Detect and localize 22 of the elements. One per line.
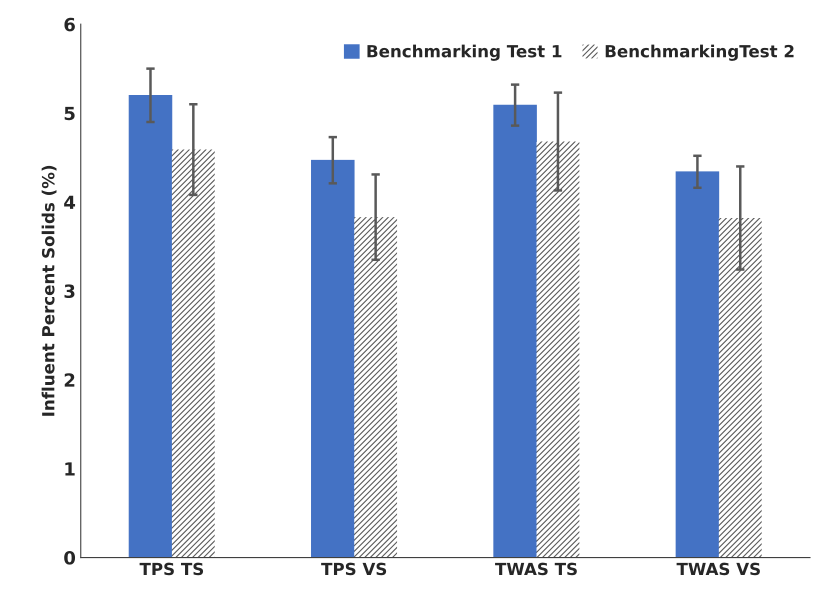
legend-label: BenchmarkingTest 2 bbox=[606, 44, 794, 61]
bar bbox=[354, 217, 398, 558]
y-tick-label: 1 bbox=[65, 462, 75, 476]
y-tick-label: 5 bbox=[64, 106, 75, 120]
x-tick-label: TWAS VS bbox=[676, 562, 760, 576]
bar bbox=[536, 142, 580, 558]
bar bbox=[493, 104, 537, 558]
x-tick-label: TPS TS bbox=[140, 562, 204, 576]
y-tick-label: 6 bbox=[64, 18, 75, 32]
bar bbox=[128, 94, 172, 558]
y-axis-title: Influent Percent Solids (%) bbox=[42, 166, 57, 416]
legend-label: Benchmarking Test 1 bbox=[367, 44, 562, 61]
bar bbox=[718, 218, 762, 558]
bar bbox=[676, 171, 720, 558]
bar bbox=[172, 150, 215, 558]
bar bbox=[311, 160, 355, 558]
y-tick-label: 4 bbox=[64, 196, 76, 209]
x-tick-label: TPS VS bbox=[321, 562, 386, 576]
y-tick-label: 3 bbox=[64, 284, 74, 298]
y-tick-label: 0 bbox=[64, 550, 76, 565]
x-tick-label: TWAS TS bbox=[495, 562, 577, 576]
y-tick-label: 2 bbox=[64, 373, 74, 387]
